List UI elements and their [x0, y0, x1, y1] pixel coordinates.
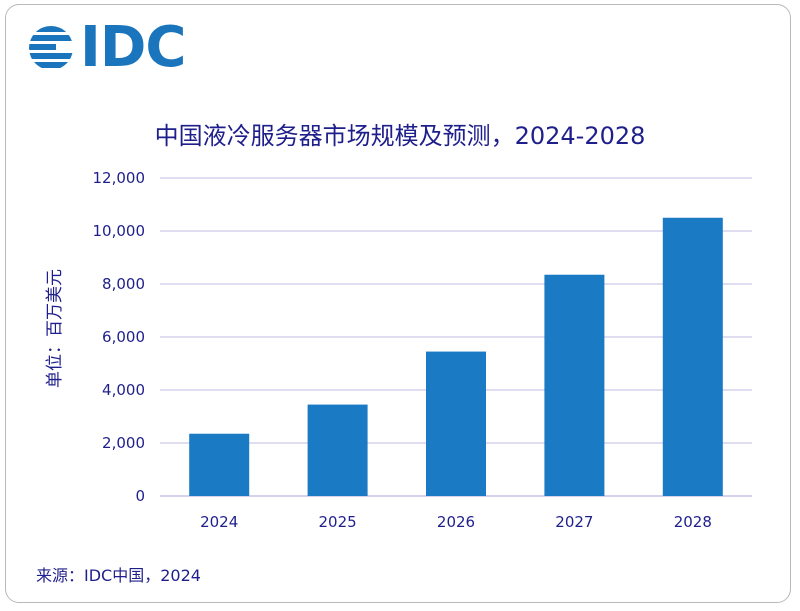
- logo-text: IDC: [80, 15, 186, 80]
- bars: [189, 217, 723, 496]
- source-note: 来源：IDC中国，2024: [36, 566, 201, 585]
- y-tick-label: 6,000: [102, 328, 145, 346]
- x-tick-label: 2028: [674, 513, 712, 531]
- y-tick-label: 0: [135, 487, 145, 505]
- bar-2027: [544, 274, 605, 496]
- y-axis-ticks: 0 2,000 4,000 6,000 8,000 10,000 12,000: [93, 169, 146, 505]
- chart-frame: [5, 4, 791, 603]
- y-axis-label: 单位：百万美元: [45, 269, 65, 388]
- x-tick-label: 2024: [200, 513, 238, 531]
- x-axis-ticks: 2024 2025 2026 2027 2028: [200, 513, 712, 531]
- x-tick-label: 2027: [555, 513, 593, 531]
- x-tick-label: 2026: [437, 513, 475, 531]
- y-tick-label: 4,000: [102, 381, 145, 399]
- y-tick-label: 10,000: [93, 222, 146, 240]
- bar-2026: [426, 351, 486, 496]
- globe-icon: [29, 26, 73, 68]
- y-tick-label: 12,000: [93, 169, 146, 187]
- idc-logo: [28, 24, 74, 84]
- chart-title: 中国液冷服务器市场规模及预测，2024-2028: [154, 122, 646, 150]
- bar-2025: [307, 404, 368, 496]
- y-tick-label: 8,000: [102, 275, 145, 293]
- y-tick-label: 2,000: [102, 434, 145, 452]
- bar-2028: [662, 217, 723, 496]
- x-tick-label: 2025: [319, 513, 357, 531]
- bar-2024: [189, 433, 250, 496]
